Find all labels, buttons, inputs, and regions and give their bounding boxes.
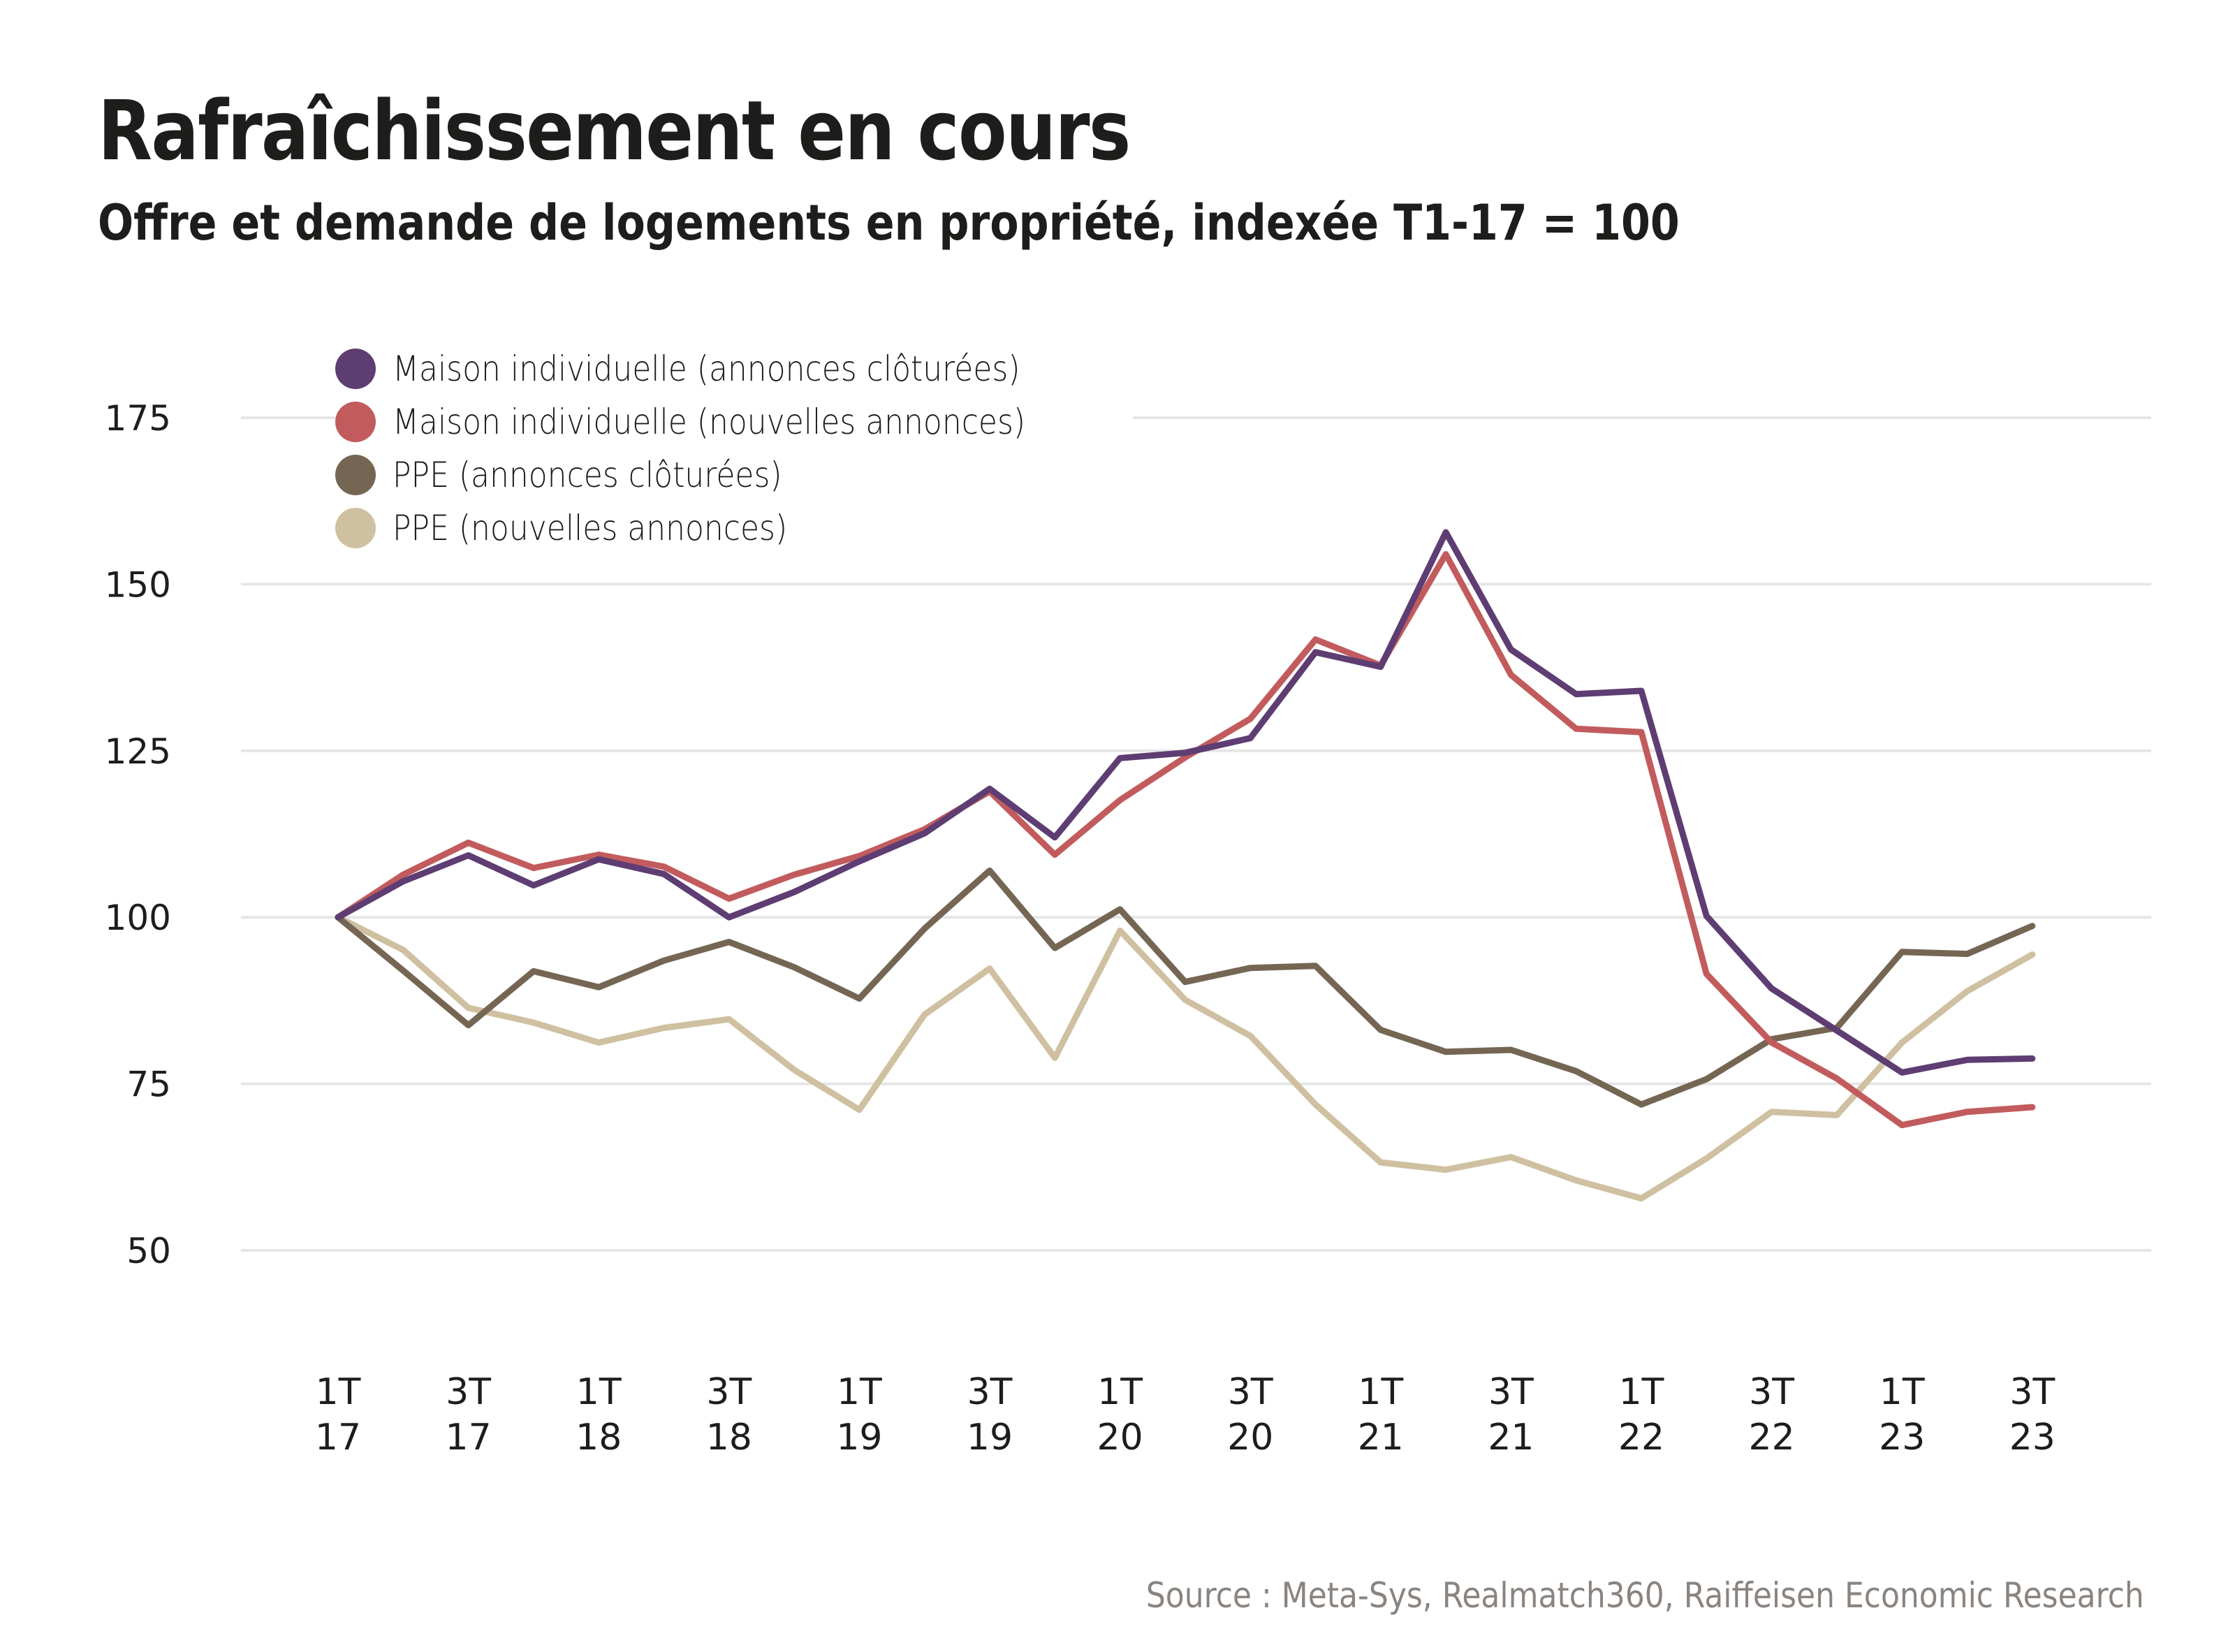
legend-item: PPE (annonces clôturées) <box>335 448 1112 502</box>
x-tick-year: 17 <box>315 1417 361 1459</box>
x-tick-year: 20 <box>1097 1417 1143 1459</box>
x-tick-year: 19 <box>967 1417 1013 1459</box>
y-tick-label: 150 <box>105 564 171 605</box>
x-tick-quarter: 3T <box>1228 1371 1273 1413</box>
legend-label: Maison individuelle (annonces clôturées) <box>393 349 1020 389</box>
legend-item: Maison individuelle (nouvelles annonces) <box>335 395 1112 448</box>
x-tick-year: 22 <box>1749 1417 1795 1459</box>
x-tick-quarter: 1T <box>1358 1371 1403 1413</box>
x-tick-year: 17 <box>446 1417 492 1459</box>
x-tick-quarter: 1T <box>1879 1371 1925 1413</box>
legend-swatch-icon <box>335 402 376 442</box>
x-tick-quarter: 3T <box>446 1371 491 1413</box>
x-tick-year: 19 <box>836 1417 882 1459</box>
x-tick-quarter: 1T <box>1619 1371 1664 1413</box>
x-tick-quarter: 3T <box>967 1371 1013 1413</box>
x-tick-year: 22 <box>1618 1417 1664 1459</box>
x-tick-quarter: 3T <box>1488 1371 1534 1413</box>
legend-label: Maison individuelle (nouvelles annonces) <box>393 402 1026 442</box>
x-tick-year: 23 <box>1879 1417 1925 1459</box>
x-tick-year: 23 <box>2009 1417 2056 1459</box>
legend: Maison individuelle (annonces clôturées)… <box>335 342 1133 555</box>
x-tick-quarter: 1T <box>576 1371 622 1413</box>
x-tick-quarter: 1T <box>1097 1371 1143 1413</box>
x-tick-year: 20 <box>1227 1417 1273 1459</box>
series-line-0 <box>335 529 2036 1076</box>
x-tick-quarter: 1T <box>316 1371 361 1413</box>
y-tick-label: 125 <box>105 731 171 772</box>
chart-subtitle: Offre et demande de logements en proprié… <box>98 194 1680 251</box>
legend-swatch-icon <box>335 349 376 389</box>
x-axis-ticks: 1T173T171T183T181T193T191T203T201T213T21… <box>315 1371 2056 1459</box>
y-axis-ticks: 175 150 125 100 75 50 <box>105 398 171 1271</box>
x-tick-year: 18 <box>706 1417 752 1459</box>
series-lines <box>335 529 2036 1202</box>
x-tick-quarter: 3T <box>1749 1371 1794 1413</box>
y-tick-label: 75 <box>126 1065 171 1105</box>
x-tick-year: 21 <box>1488 1417 1534 1459</box>
y-tick-label: 50 <box>126 1231 171 1271</box>
legend-label: PPE (annonces clôturées) <box>393 455 782 495</box>
series-line-2 <box>335 867 2036 1108</box>
series-line-1 <box>335 551 2036 1129</box>
legend-item: Maison individuelle (annonces clôturées) <box>335 342 1112 395</box>
legend-item: PPE (nouvelles annonces) <box>335 502 1112 555</box>
series-line-3 <box>335 914 2036 1202</box>
chart-title: Rafraîchissement en cours <box>98 82 1131 179</box>
x-tick-year: 21 <box>1358 1417 1404 1459</box>
source-note: Source : Meta-Sys, Realmatch360, Raiffei… <box>1146 1575 2144 1616</box>
x-tick-year: 18 <box>576 1417 622 1459</box>
y-tick-label: 100 <box>105 898 171 938</box>
legend-swatch-icon <box>335 455 376 495</box>
y-tick-label: 175 <box>105 398 171 439</box>
x-tick-quarter: 3T <box>706 1371 752 1413</box>
legend-swatch-icon <box>335 508 376 548</box>
x-tick-quarter: 1T <box>837 1371 882 1413</box>
x-tick-quarter: 3T <box>2009 1371 2055 1413</box>
legend-label: PPE (nouvelles annonces) <box>393 508 788 548</box>
